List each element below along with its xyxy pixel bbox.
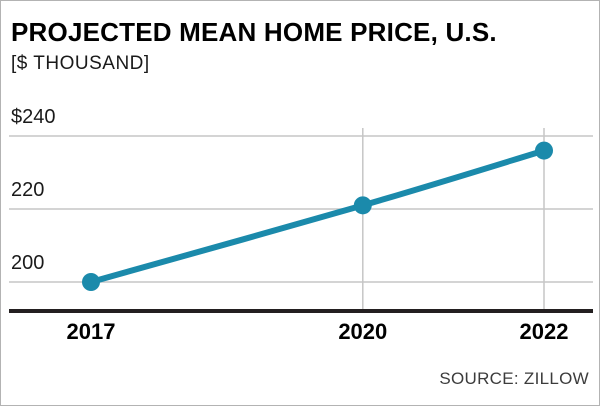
y-axis-label: 220 xyxy=(11,179,45,201)
chart-subtitle: [$ THOUSAND] xyxy=(11,53,150,74)
source-credit: SOURCE: ZILLOW xyxy=(439,369,589,388)
data-point xyxy=(82,273,100,291)
data-point xyxy=(353,196,372,215)
x-axis-label: 2020 xyxy=(338,319,388,344)
chart-title: PROJECTED MEAN HOME PRICE, U.S. xyxy=(11,17,497,47)
price-line xyxy=(88,147,547,285)
x-axis-label: 2017 xyxy=(66,319,116,344)
y-axis-label: 200 xyxy=(11,252,45,274)
data-point xyxy=(535,141,553,160)
x-axis-label: 2022 xyxy=(519,319,569,344)
y-axis-label: $240 xyxy=(11,106,56,128)
